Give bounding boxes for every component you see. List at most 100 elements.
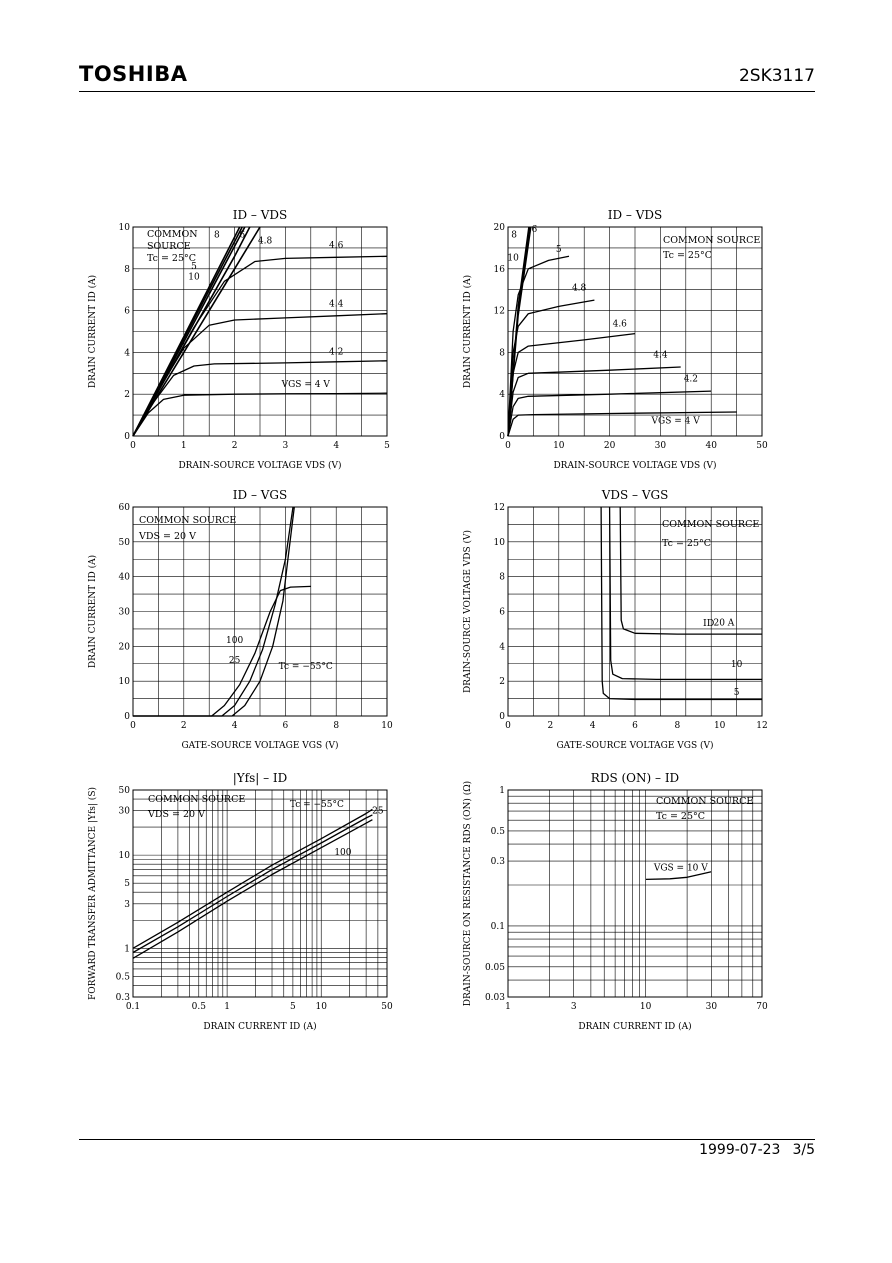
series-label: 10	[731, 660, 743, 670]
footer-rule	[79, 1139, 815, 1140]
y-tick-label: 16	[494, 265, 506, 275]
series-line-10	[507, 226, 530, 437]
chart-title: ID – VDS	[233, 208, 288, 222]
x-tick-label: 50	[756, 441, 768, 451]
x-axis-label: GATE-SOURCE VOLTAGE VGS (V)	[556, 740, 713, 751]
series-line-100	[132, 819, 373, 959]
series-label: 6	[532, 225, 538, 235]
y-tick-label: 12	[494, 503, 505, 513]
y-tick-label: 8	[124, 265, 130, 275]
x-tick-label: 0.5	[192, 1002, 207, 1012]
annotation: VDS = 20 V	[138, 531, 196, 542]
x-tick-label: 2	[232, 441, 238, 451]
footer-page: 3/5	[792, 1142, 815, 1158]
series-label: 8	[214, 230, 220, 240]
gridlines	[133, 507, 387, 716]
x-tick-label: 10	[553, 441, 565, 451]
y-tick-label: 12	[494, 307, 505, 317]
x-tick-label: 70	[756, 1002, 768, 1012]
chart-c4: 0 2 4 6 8 10 12 0 2 4 6 8 10 12 VDS – VGS GATE-SOURCE V…	[462, 488, 768, 751]
gridlines	[508, 227, 762, 436]
footer: 1999-07-23 3/5	[687, 1142, 815, 1158]
y-tick-label: 0.05	[485, 963, 505, 973]
y-tick-label: 0.5	[116, 972, 131, 982]
x-tick-label: 3	[283, 441, 289, 451]
annotation: SOURCE	[147, 241, 191, 252]
toshiba-logo: TOSHIBA	[79, 62, 188, 86]
y-tick-label: 8	[499, 573, 505, 583]
y-tick-label: 0.3	[491, 857, 506, 867]
annotation: Tc = 25°C	[662, 538, 711, 549]
annotation: Tc = 25°C	[663, 250, 712, 261]
annotation: COMMON SOURCE	[662, 519, 759, 530]
series-label: 4.8	[258, 237, 273, 247]
x-tick-label: 10	[640, 1002, 652, 1012]
x-tick-label: 8	[674, 721, 680, 731]
y-axis-label: FORWARD TRANSFER ADMITTANCE |Yfs| (S)	[87, 787, 98, 1000]
series-line-10	[608, 506, 762, 681]
y-tick-label: 6	[499, 608, 505, 618]
annotation: COMMON SOURCE	[656, 796, 753, 807]
plot-frame	[507, 226, 763, 437]
x-tick-label: 8	[333, 721, 339, 731]
series-label: 4.2	[684, 375, 698, 385]
series-line-VGS-10-V	[645, 871, 712, 881]
x-tick-label: 1	[505, 1002, 511, 1012]
y-tick-label: 1	[124, 944, 130, 954]
series-line-5	[507, 255, 570, 437]
footer-date: 1999-07-23	[699, 1142, 781, 1158]
series-line-4-2	[507, 390, 712, 437]
series-label: VGS = 10 V	[653, 864, 708, 874]
x-tick-label: 10	[315, 1002, 327, 1012]
x-tick-label: 3	[571, 1002, 577, 1012]
series-line-VGS-4-V	[507, 411, 737, 437]
series-line-Tc-55-C	[132, 808, 373, 949]
y-axis-label: DRAIN CURRENT ID (A)	[462, 275, 473, 388]
series-label: Tc = −55°C	[290, 800, 344, 810]
annotation: COMMON SOURCE	[663, 235, 760, 246]
chart-title: ID – VDS	[608, 208, 663, 222]
series-label: 4.8	[572, 284, 587, 294]
plot-frame	[132, 789, 388, 998]
series-line-4-4	[507, 366, 681, 437]
y-tick-label: 0	[499, 712, 505, 722]
x-tick-label: 2	[547, 721, 553, 731]
series-line-20-A	[619, 506, 762, 635]
series-line-5	[600, 506, 762, 701]
y-tick-label: 50	[119, 786, 131, 796]
series-line-4-8	[507, 299, 595, 437]
series-label: 4.6	[613, 319, 628, 329]
y-tick-label: 60	[119, 503, 131, 513]
y-tick-label: 0.3	[116, 993, 131, 1003]
y-tick-label: 6	[124, 307, 130, 317]
series-label: 25	[372, 806, 384, 816]
series-label: 4.6	[329, 241, 344, 251]
annotation: COMMON SOURCE	[148, 794, 245, 805]
chart-title: VDS – VGS	[601, 488, 669, 502]
y-tick-label: 30	[119, 807, 131, 817]
x-tick-label: 50	[381, 1002, 393, 1012]
series-line-Tc-55-C	[133, 506, 295, 717]
x-axis-label: DRAIN CURRENT ID (A)	[203, 1021, 316, 1032]
plot-frame	[132, 506, 388, 717]
chart-title: ID – VGS	[233, 488, 287, 502]
x-tick-label: 30	[706, 1002, 718, 1012]
y-tick-label: 20	[494, 223, 506, 233]
plot-frame	[507, 789, 763, 998]
series-label: 10	[507, 253, 519, 263]
y-tick-label: 10	[494, 538, 506, 548]
x-tick-label: 5	[384, 441, 390, 451]
chart-title: RDS (ON) – ID	[591, 771, 679, 785]
y-tick-label: 0.03	[485, 993, 505, 1003]
x-axis-label: DRAIN-SOURCE VOLTAGE VDS (V)	[178, 460, 341, 471]
y-tick-label: 4	[124, 348, 130, 358]
x-tick-label: 0	[505, 441, 511, 451]
chart-c6: 1 3 10 30 70 0.03 0.05 0.1 0.3 0.5 1 RDS (ON) – ID D…	[462, 771, 768, 1032]
x-tick-label: 5	[290, 1002, 296, 1012]
series-label: 5	[191, 262, 197, 272]
header-rule	[79, 91, 815, 92]
y-tick-label: 20	[119, 642, 131, 652]
y-axis-label: DRAIN-SOURCE ON RESISTANCE RDS (ON) (Ω)	[462, 781, 473, 1006]
gridlines	[508, 507, 762, 716]
y-tick-label: 0	[124, 712, 130, 722]
